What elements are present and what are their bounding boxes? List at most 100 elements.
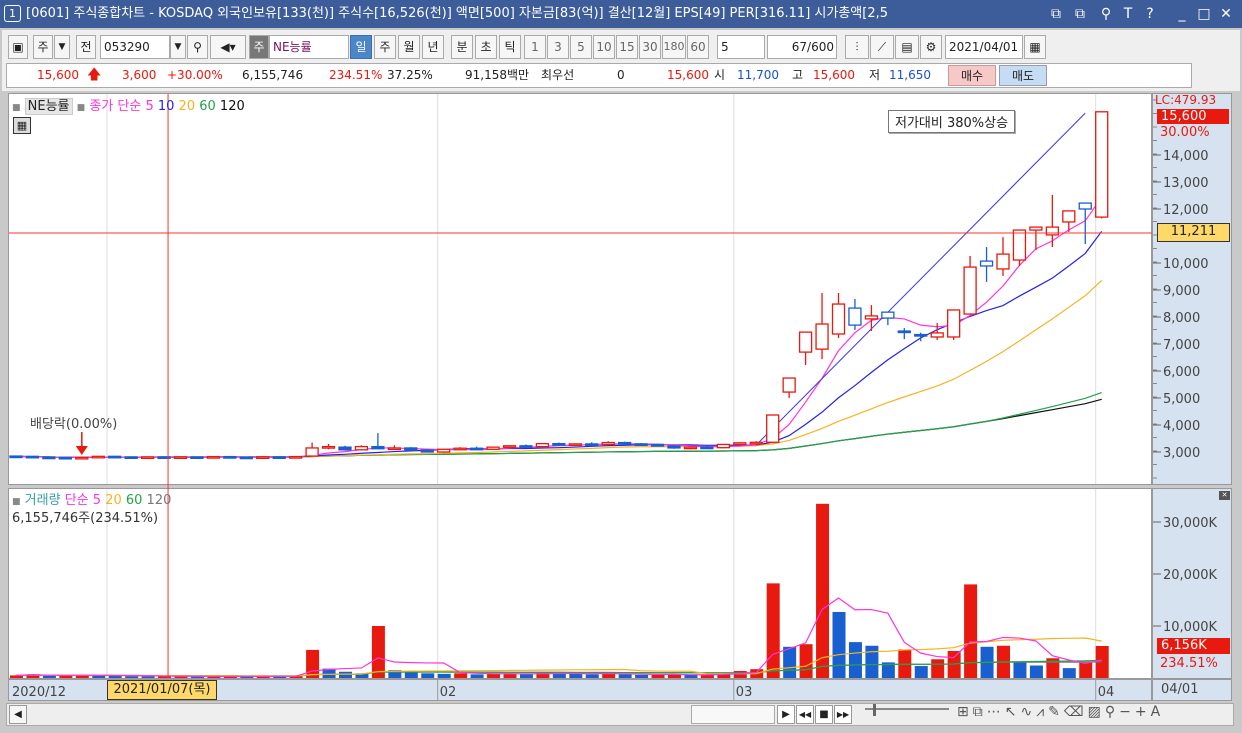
period-tab[interactable]: 년 (422, 35, 444, 59)
market-dropdown-icon[interactable]: ▼ (54, 35, 70, 59)
low-label: 저 (869, 68, 881, 82)
sell-button[interactable]: 매도 (999, 65, 1047, 86)
interval-button[interactable]: 30 (639, 35, 661, 59)
volume-legend-title[interactable]: 거래량 (24, 493, 61, 508)
chart-image-icon[interactable]: ▨ (1087, 704, 1105, 720)
help-icon[interactable]: ? (1146, 6, 1154, 22)
rewind-button[interactable]: ◀◀ (796, 705, 814, 724)
scroll-left-button[interactable]: ◀ (9, 705, 27, 724)
speaker-icon[interactable]: ◀▾ (210, 35, 246, 59)
interval-button[interactable]: 1 (524, 35, 546, 59)
interval-button[interactable]: 5 (570, 35, 592, 59)
legend-handle-icon[interactable]: ■ (76, 103, 86, 113)
pane-close-icon[interactable]: ✕ (1219, 491, 1230, 500)
price-axis[interactable] (1152, 93, 1232, 485)
period-tab[interactable]: 분 (451, 35, 473, 59)
gear-icon[interactable]: ⚙ (920, 35, 942, 59)
volume-chart-pane[interactable] (8, 488, 1152, 679)
line-icon[interactable]: ∿ (1020, 704, 1037, 720)
cursor-icon[interactable]: ↖ (1004, 704, 1021, 720)
candle-type-icon[interactable]: ⫶ (845, 35, 869, 59)
wave-icon[interactable]: ⩘ (1036, 704, 1049, 720)
all-button[interactable]: 전 (76, 35, 96, 59)
interval-button[interactable]: 180 (662, 35, 686, 59)
interval-button[interactable]: 15 (616, 35, 638, 59)
close-button[interactable]: ✕ (1220, 6, 1232, 22)
scroll-thumb[interactable] (691, 705, 775, 724)
range-icon[interactable]: ⋯ (986, 704, 1005, 720)
count-select[interactable]: 5 (717, 35, 765, 59)
interval-button[interactable]: 3 (547, 35, 569, 59)
zoom-in-icon[interactable]: + (1134, 704, 1151, 720)
trade-amount: 91,158백만 (465, 68, 530, 82)
volume-legend: ■ 거래량 단순 5 20 60 120 (12, 489, 171, 508)
date-axis-right: 04/01 (1152, 679, 1232, 701)
price-chart-pane[interactable] (8, 93, 1152, 485)
period-tab[interactable]: 월 (398, 35, 420, 59)
high-price: 15,600 (813, 68, 855, 82)
rise-annotation-box[interactable]: 저가대비 380%상승 (888, 110, 1016, 133)
magnifier-icon[interactable]: ⚲ (1104, 704, 1120, 720)
vol-ma-legend-title[interactable]: 단순 (64, 493, 89, 508)
ma120-legend: 120 (219, 99, 245, 114)
zoom-slider-handle[interactable] (873, 704, 876, 716)
eraser-icon[interactable]: ⌫ (1063, 704, 1088, 720)
calendar-icon[interactable]: ▦ (1024, 35, 1046, 59)
bar-count-field[interactable]: 67/600 (767, 35, 837, 59)
market-select[interactable]: 주 (33, 35, 53, 59)
fast-forward-button[interactable]: ▶▶ (834, 705, 852, 724)
data-table-icon[interactable]: ▦ (13, 117, 31, 134)
period-tab[interactable]: 초 (475, 35, 497, 59)
buy-button[interactable]: 매수 (948, 65, 996, 86)
volume-percent: 234.51% (329, 68, 383, 82)
quote-bar: 15,600 🡅 3,600 +30.00% 6,155,746 234.51%… (6, 63, 1192, 88)
crosshair-date-box: 2021/01/07(목) (107, 680, 217, 700)
font-size-icon[interactable]: A (1150, 704, 1165, 720)
split-icon[interactable]: ⊞ (957, 704, 973, 720)
zoom-slider[interactable] (865, 704, 949, 722)
bar-max: /600 (807, 40, 834, 54)
stock-name-input[interactable]: NE능률 (269, 35, 349, 59)
maximize-button[interactable]: □ (1197, 6, 1211, 22)
period-tab[interactable]: 주 (374, 35, 396, 59)
date-axis[interactable] (8, 679, 1152, 701)
overlap-icon[interactable]: ⧉ (972, 704, 987, 720)
search-icon[interactable]: ⚲ (187, 35, 208, 59)
zoom-out-icon[interactable]: − (1119, 704, 1135, 720)
horizontal-scrollbar[interactable]: ◀ ▶ ◀◀ ■ ▶▶ ⊞⧉⋯↖∿⩘✎⌫▨⚲−+A (6, 703, 1234, 726)
restore-layout-icon[interactable]: ⧉ (1051, 6, 1061, 22)
ma5-legend: 5 (145, 99, 154, 114)
vma60-legend: 60 (125, 493, 143, 508)
up-arrow-icon: 🡅 (87, 67, 102, 83)
copy-window-icon[interactable]: ⧉ (1075, 6, 1085, 22)
play-button[interactable]: ▶ (777, 705, 795, 724)
ma-legend-title[interactable]: 종가 단순 (89, 99, 142, 114)
pin-icon[interactable]: ⚲ (1100, 6, 1112, 22)
interval-button[interactable]: 10 (593, 35, 615, 59)
ma60-legend: 60 (199, 99, 216, 114)
period-tab[interactable]: 틱 (499, 35, 521, 59)
legend-handle-icon[interactable]: ■ (12, 103, 21, 113)
indicator-icon[interactable]: ⟋ (870, 35, 894, 59)
vma120-legend: 120 (146, 493, 172, 508)
interval-button[interactable]: 60 (687, 35, 709, 59)
minimize-button[interactable]: _ (1178, 6, 1186, 22)
window-title: [0601] 주식종합차트 - KOSDAQ 외국인보유[133(천)] 주식수… (26, 6, 888, 21)
window-number: 1 (4, 5, 21, 22)
stock-code-input[interactable]: 053290 (100, 35, 170, 59)
best-price: 15,600 (667, 68, 709, 82)
chart-tool-icons: ⊞⧉⋯↖∿⩘✎⌫▨⚲−+A (957, 704, 1164, 720)
x-right-label: 04/01 (1161, 682, 1199, 697)
legend-handle-icon[interactable]: ■ (12, 497, 21, 507)
date-input[interactable]: 2021/04/01 (945, 35, 1023, 59)
stop-button[interactable]: ■ (815, 705, 833, 724)
layout-icon[interactable]: ▣ (8, 35, 28, 59)
draw-icon[interactable]: ✎ (1048, 704, 1064, 720)
stock-legend[interactable]: NE능률 (24, 98, 73, 115)
ma20-legend: 20 (178, 99, 196, 114)
font-icon[interactable]: T (1123, 6, 1133, 22)
period-tab[interactable]: 일 (350, 35, 372, 59)
save-icon[interactable]: ▤ (895, 35, 919, 59)
code-dropdown-icon[interactable]: ▼ (170, 35, 186, 59)
